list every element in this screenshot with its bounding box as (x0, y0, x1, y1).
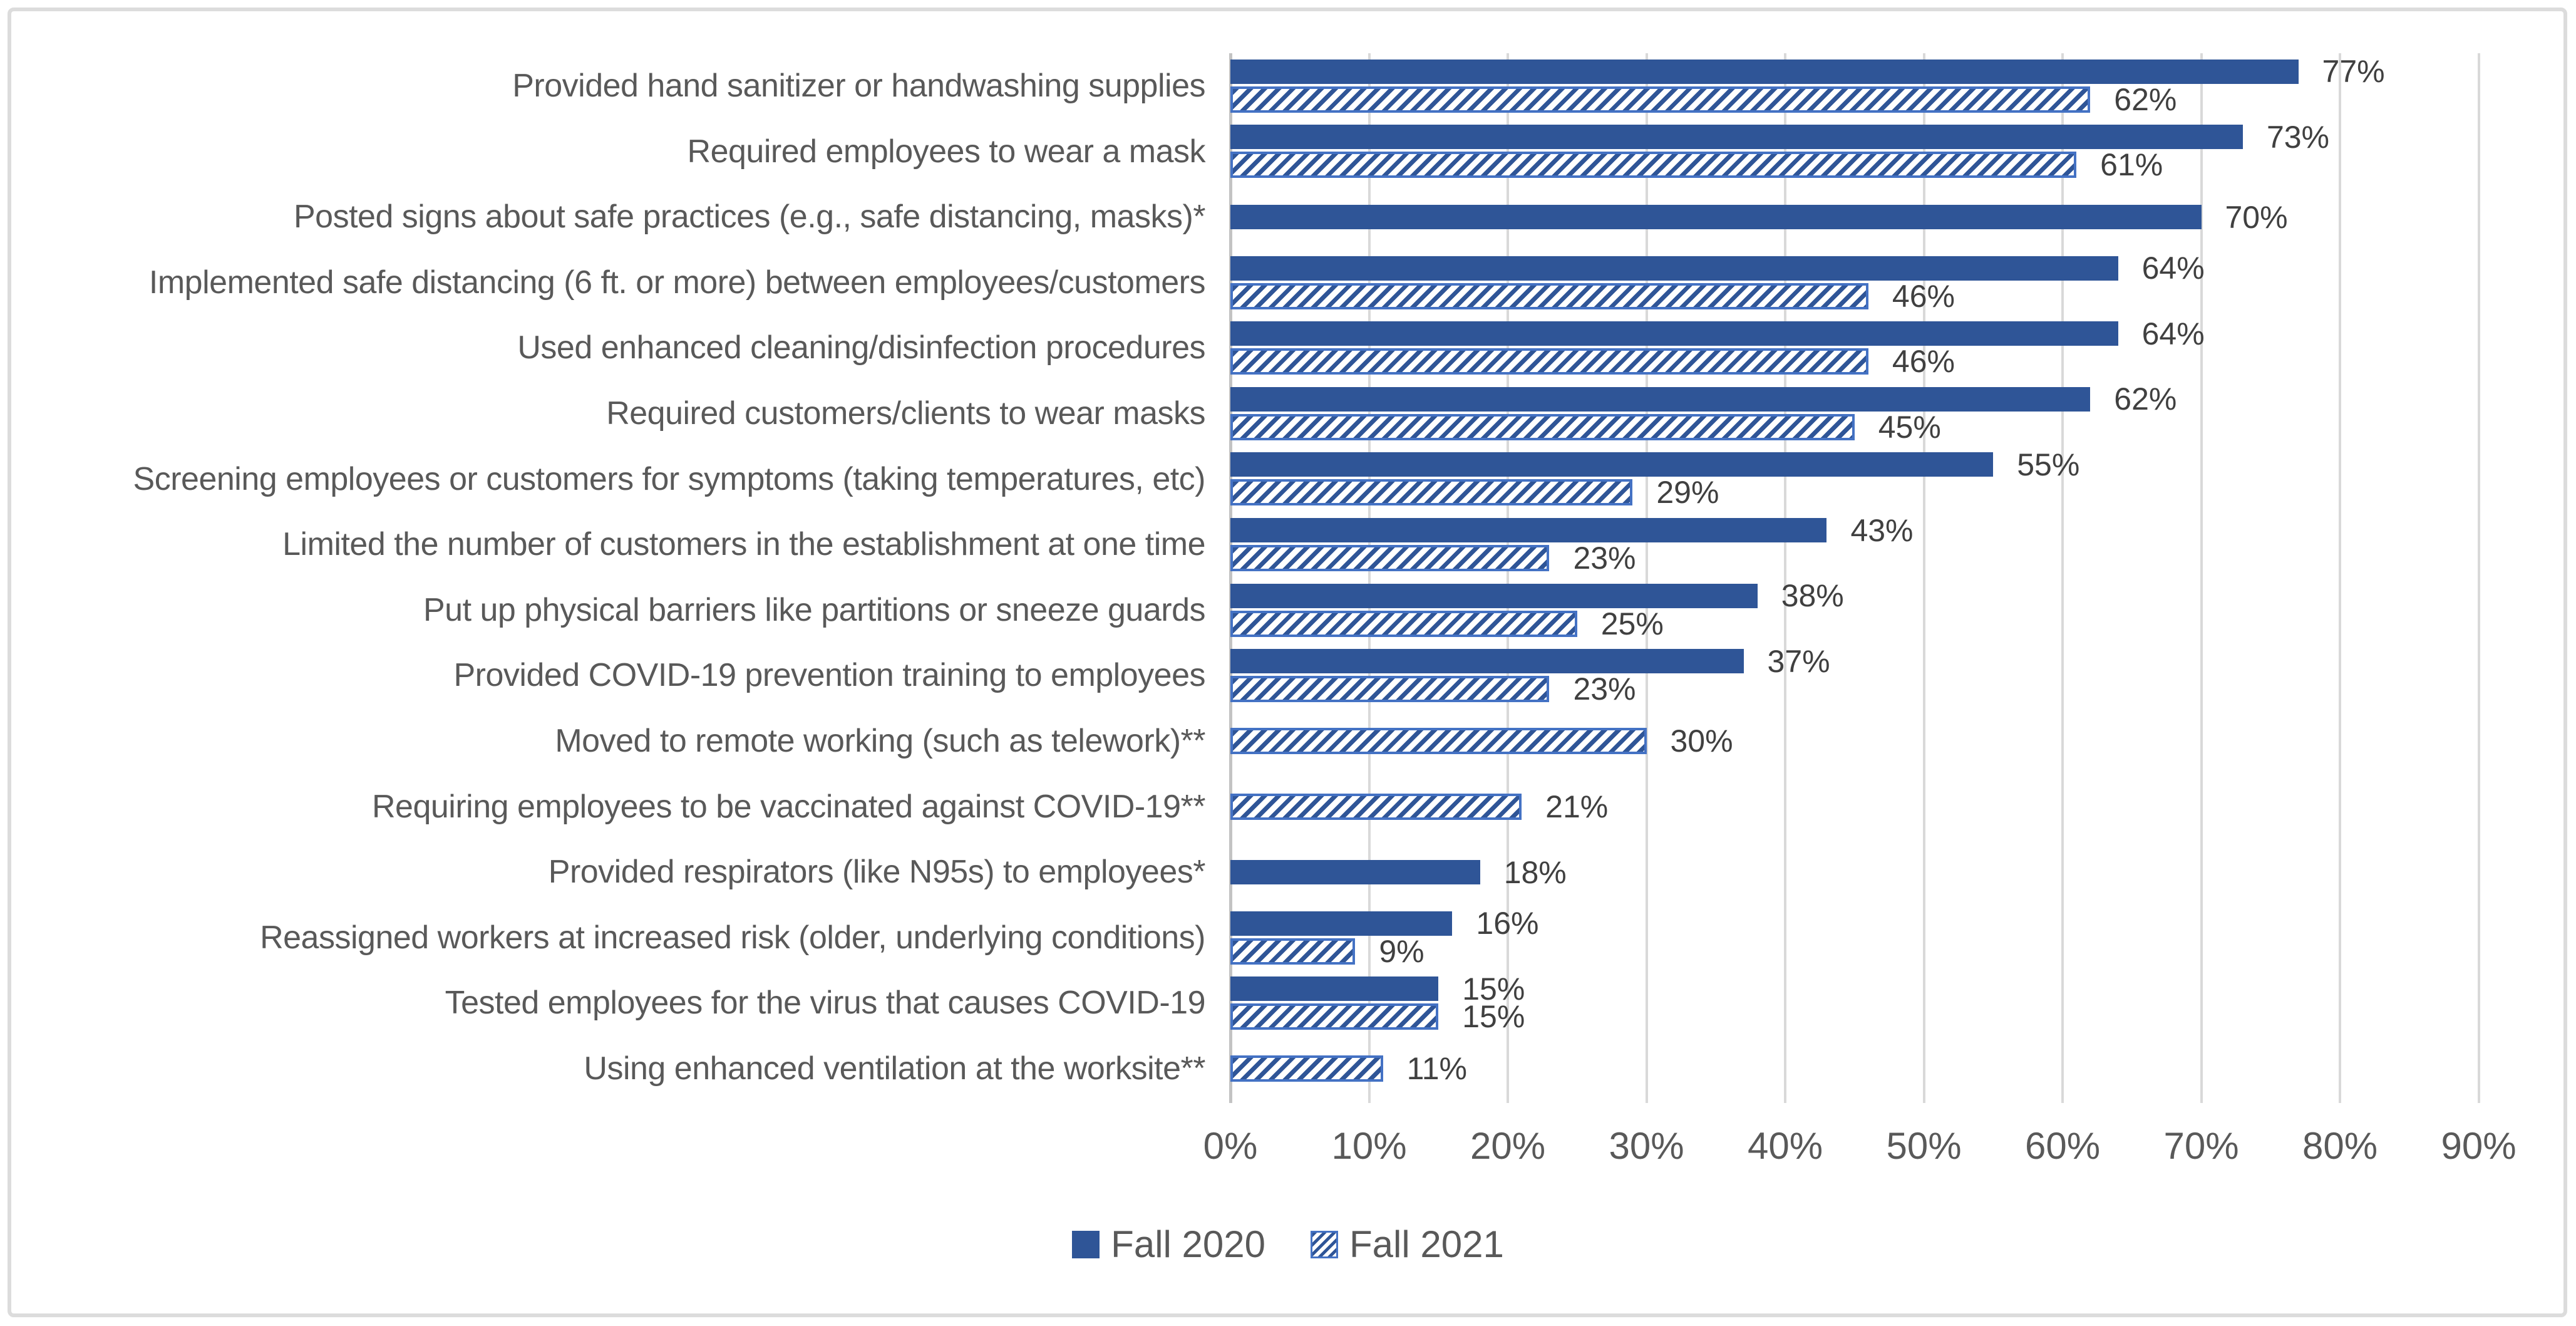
value-label: 25% (1600, 606, 1664, 641)
x-tick-label: 90% (2441, 1125, 2517, 1167)
category-label: Tested employees for the virus that caus… (445, 985, 1206, 1022)
gridline (1922, 53, 1925, 1103)
x-tick-label: 0% (1203, 1125, 1258, 1167)
bar-fall-2020 (1230, 256, 2118, 281)
gridline (2339, 53, 2341, 1103)
bar-fall-2020 (1230, 125, 2243, 150)
value-label: 46% (1892, 278, 1955, 314)
bar-fall-2020 (1230, 452, 1994, 477)
value-label: 9% (1379, 933, 1425, 969)
gridline (1368, 53, 1371, 1103)
value-label: 77% (2322, 54, 2385, 90)
value-label: 43% (1850, 512, 1914, 548)
category-label: Requiring employees to be vaccinated aga… (371, 788, 1206, 825)
bar-fall-2020 (1230, 386, 2091, 412)
gridline (2200, 53, 2203, 1103)
category-label: Using enhanced ventilation at the worksi… (584, 1050, 1205, 1087)
x-tick-label: 20% (1470, 1125, 1546, 1167)
bar-fall-2021 (1230, 938, 1356, 965)
bar-fall-2021 (1230, 282, 1868, 309)
bar-fall-2020 (1230, 911, 1453, 936)
value-label: 37% (1767, 643, 1830, 679)
x-tick-label: 80% (2302, 1125, 2378, 1167)
value-label: 62% (2114, 381, 2177, 417)
legend-item-fall-2021: Fall 2021 (1311, 1223, 1504, 1266)
y-axis-line (1229, 53, 1232, 1103)
value-label: 55% (2017, 447, 2080, 482)
x-tick-label: 60% (2024, 1125, 2101, 1167)
legend-swatch-fall-2020-icon (1072, 1230, 1100, 1258)
bar-fall-2020 (1230, 583, 1758, 608)
bar-fall-2020 (1230, 59, 2299, 84)
x-tick-label: 10% (1331, 1125, 1407, 1167)
bar-fall-2020 (1230, 976, 1439, 1002)
bar-fall-2021 (1230, 86, 2091, 113)
gridline (2061, 53, 2064, 1103)
category-label: Screening employees or customers for sym… (133, 460, 1206, 497)
category-label: Used enhanced cleaning/disinfection proc… (517, 329, 1205, 366)
bar-fall-2020 (1230, 649, 1744, 674)
value-label: 30% (1670, 723, 1733, 759)
bar-fall-2021 (1230, 479, 1633, 506)
bar-fall-2021 (1230, 1003, 1439, 1030)
category-label: Provided respirators (like N95s) to empl… (548, 854, 1206, 891)
legend-label-fall-2021: Fall 2021 (1349, 1223, 1504, 1265)
legend: Fall 2020 Fall 2021 (0, 1223, 2576, 1266)
bar-fall-2020 (1230, 205, 2202, 229)
value-label: 23% (1573, 671, 1636, 707)
gridline (1507, 53, 1509, 1103)
category-label: Limited the number of customers in the e… (282, 526, 1205, 563)
value-label: 11% (1406, 1051, 1468, 1087)
value-label: 45% (1878, 409, 1941, 445)
value-label: 21% (1545, 789, 1609, 824)
category-label: Required employees to wear a mask (687, 133, 1206, 170)
value-label: 70% (2225, 199, 2288, 235)
bar-fall-2021 (1230, 1055, 1383, 1082)
category-label: Posted signs about safe practices (e.g.,… (293, 199, 1206, 236)
x-tick-label: 50% (1886, 1125, 1962, 1167)
gridline (1645, 53, 1648, 1103)
category-label: Moved to remote working (such as telewor… (555, 723, 1205, 759)
x-tick-label: 70% (2163, 1125, 2239, 1167)
value-label: 15% (1462, 971, 1525, 1007)
x-tick-label: 40% (1747, 1125, 1823, 1167)
legend-swatch-fall-2021-icon (1311, 1230, 1338, 1258)
category-label: Provided COVID-19 prevention training to… (453, 657, 1205, 694)
category-label: Put up physical barriers like partitions… (423, 591, 1206, 628)
legend-item-fall-2020: Fall 2020 (1072, 1223, 1265, 1266)
value-label: 18% (1503, 854, 1567, 890)
bar-fall-2021 (1230, 793, 1522, 820)
bar-fall-2020 (1230, 860, 1480, 884)
value-label: 64% (2141, 251, 2205, 286)
value-label: 61% (2100, 147, 2163, 183)
bar-fall-2021 (1230, 413, 1855, 440)
category-label: Provided hand sanitizer or handwashing s… (512, 68, 1205, 104)
category-label: Implemented safe distancing (6 ft. or mo… (148, 264, 1206, 301)
bar-fall-2021 (1230, 728, 1647, 755)
bar-fall-2021 (1230, 152, 2077, 179)
value-label: 29% (1656, 475, 1719, 510)
value-label: 46% (1892, 344, 1955, 380)
category-label: Reassigned workers at increased risk (ol… (260, 919, 1205, 956)
gridline (2477, 53, 2480, 1103)
gridline (1784, 53, 1786, 1103)
value-label: 64% (2141, 316, 2205, 351)
bar-fall-2021 (1230, 610, 1577, 637)
bar-fall-2021 (1230, 348, 1868, 375)
value-label: 62% (2114, 81, 2177, 117)
bar-fall-2021 (1230, 545, 1550, 571)
bar-fall-2020 (1230, 518, 1827, 542)
value-label: 16% (1476, 906, 1539, 941)
value-label: 15% (1462, 999, 1525, 1035)
legend-label-fall-2020: Fall 2020 (1111, 1223, 1265, 1265)
bar-fall-2020 (1230, 321, 2118, 346)
value-label: 38% (1781, 578, 1844, 614)
category-label: Required customers/clients to wear masks (606, 395, 1205, 432)
x-tick-label: 30% (1609, 1125, 1684, 1167)
value-label: 23% (1573, 541, 1636, 576)
bar-fall-2021 (1230, 676, 1550, 703)
value-label: 73% (2266, 119, 2330, 155)
